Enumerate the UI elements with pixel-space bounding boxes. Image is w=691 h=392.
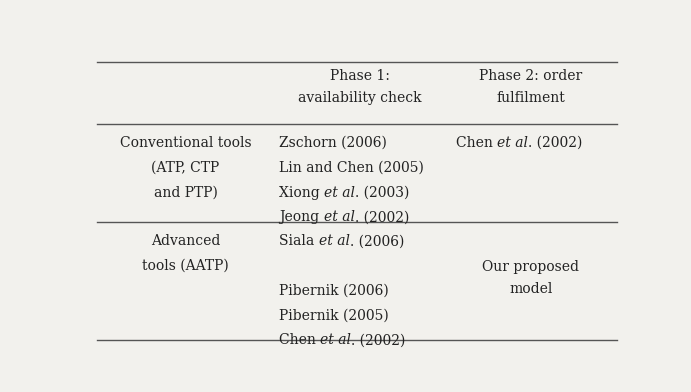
Text: availability check: availability check: [298, 91, 422, 105]
Text: Zschorn (2006): Zschorn (2006): [279, 136, 387, 150]
Text: . (2002): . (2002): [528, 136, 583, 150]
Text: Pibernik (2005): Pibernik (2005): [279, 309, 389, 323]
Text: Chen: Chen: [456, 136, 497, 150]
Text: Xiong: Xiong: [279, 185, 324, 200]
Text: model: model: [509, 281, 553, 296]
Text: Advanced: Advanced: [151, 234, 220, 248]
Text: Siala: Siala: [279, 234, 319, 248]
Text: et al: et al: [321, 333, 352, 347]
Text: . (2002): . (2002): [354, 211, 409, 224]
Text: Jeong: Jeong: [279, 211, 323, 224]
Text: Pibernik (2006): Pibernik (2006): [279, 284, 389, 298]
Text: Lin and Chen (2005): Lin and Chen (2005): [279, 161, 424, 175]
Text: Phase 2: order: Phase 2: order: [480, 69, 583, 83]
Text: et al: et al: [324, 185, 355, 200]
Text: et al: et al: [497, 136, 528, 150]
Text: tools (AATP): tools (AATP): [142, 259, 229, 273]
Text: Chen: Chen: [279, 333, 321, 347]
Text: . (2002): . (2002): [352, 333, 406, 347]
Text: (ATP, CTP: (ATP, CTP: [151, 161, 220, 175]
Text: et al: et al: [319, 234, 350, 248]
Text: fulfilment: fulfilment: [497, 91, 565, 105]
Text: . (2003): . (2003): [355, 185, 410, 200]
Text: Our proposed: Our proposed: [482, 260, 579, 274]
Text: . (2006): . (2006): [350, 234, 404, 248]
Text: et al: et al: [323, 211, 354, 224]
Text: and PTP): and PTP): [153, 185, 218, 200]
Text: Phase 1:: Phase 1:: [330, 69, 390, 83]
Text: Conventional tools: Conventional tools: [120, 136, 252, 150]
